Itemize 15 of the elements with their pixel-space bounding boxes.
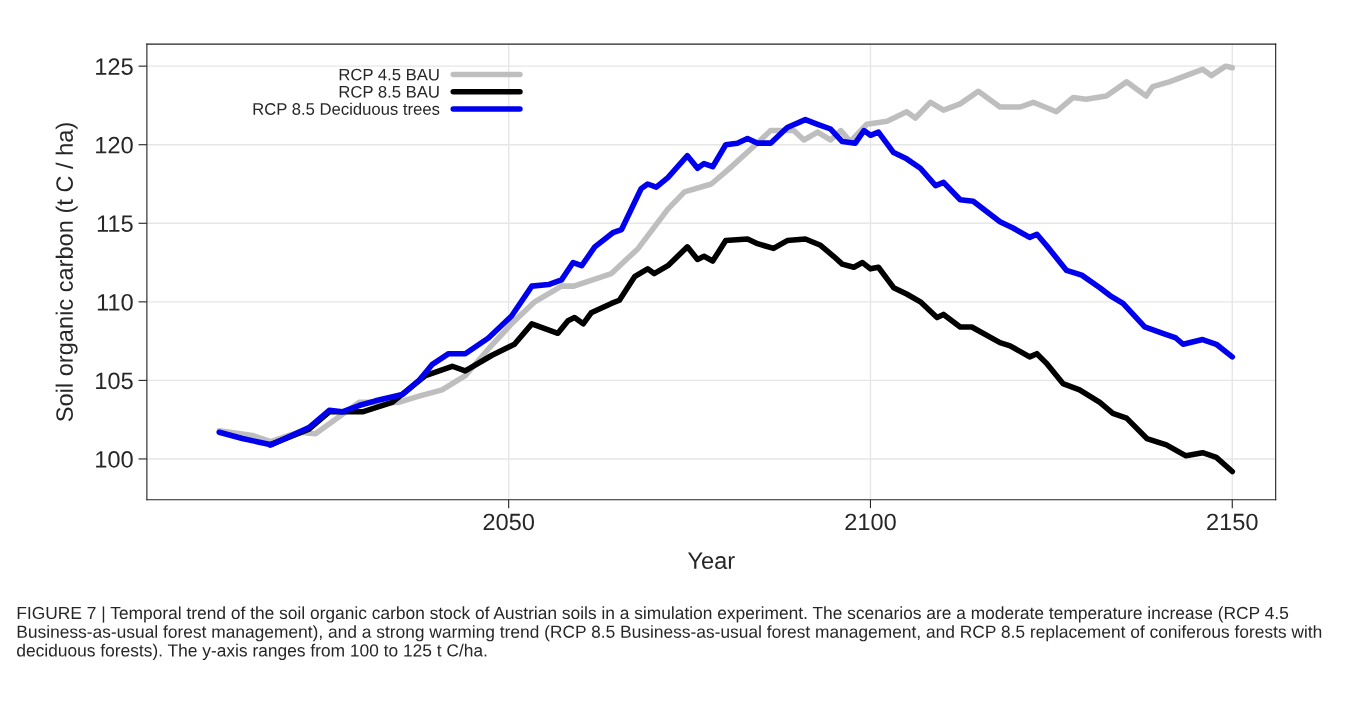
x-axis-title: Year: [687, 552, 735, 570]
y-tick-label: 100: [96, 451, 133, 468]
x-tick-label: 2100: [845, 513, 896, 531]
y-tick-label: 120: [96, 136, 133, 154]
y-axis-title: Soil organic carbon (t C / ha): [55, 123, 78, 422]
y-tick-label: 110: [97, 293, 133, 311]
legend-label: RCP 8.5 Deciduous trees: [253, 102, 440, 115]
caption: FIGURE 7 | Temporal trend of the soil organic carbon stock of Austrian soils in a simulation experiment. The scenarios are a moderate temperature increase (RCP 4.5 Business-as-usual forest management), and a strong warming trend (RCP 8.5 Business-as-usual forest management, and RCP 8.5 replacement of coniferous forests with deciduous forests). The y-axis ranges from 100 to 125 t C/ha.: [17, 606, 1322, 661]
y-tick-label: 125: [96, 58, 133, 75]
y-tick-label: 115: [97, 215, 133, 233]
legend-label: RCP 4.5 BAU: [339, 68, 439, 81]
x-tick-label: 2050: [483, 513, 535, 531]
y-tick-label: 105: [96, 372, 133, 390]
legend-label: RCP 8.5 BAU: [339, 85, 439, 98]
x-tick-label: 2150: [1207, 513, 1258, 531]
